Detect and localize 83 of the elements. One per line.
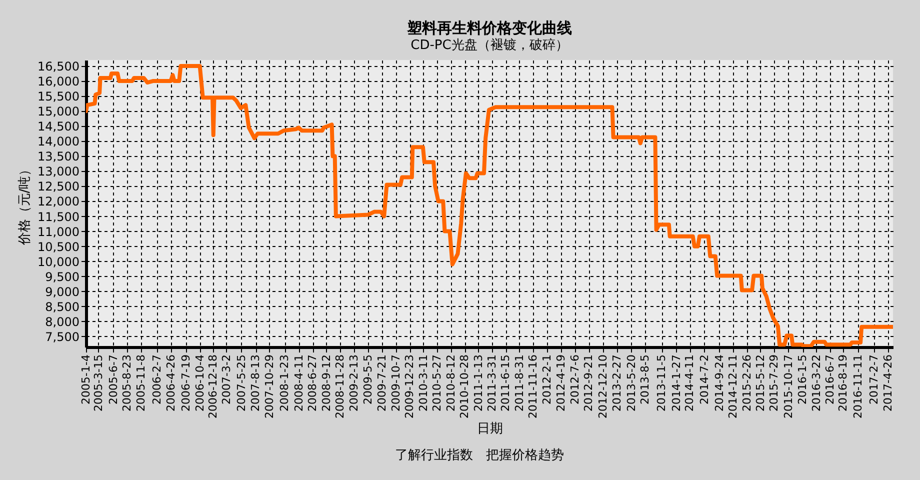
x-tick-label: 2005-8-23 xyxy=(120,354,134,412)
y-tick-label: 8,500 xyxy=(45,300,80,314)
x-tick-label: 2010-5-27 xyxy=(430,354,444,412)
x-tick-label: 2010-3-11 xyxy=(417,354,430,412)
x-tick-label: 2016-8-19 xyxy=(836,354,850,412)
x-tick-label: 2016-6-7 xyxy=(824,354,837,404)
x-tick-label: 2008-9-12 xyxy=(320,354,333,412)
x-tick-label: 2005-1-4 xyxy=(80,354,92,404)
x-tick-label: 2006-10-4 xyxy=(193,354,206,412)
x-tick-label: 2009-7-21 xyxy=(375,354,388,412)
y-tick-label: 12,500 xyxy=(38,180,80,194)
x-tick-label: 2006-7-19 xyxy=(180,354,193,412)
x-tick-label: 2011-8-31 xyxy=(512,354,526,412)
y-tick-label: 12,000 xyxy=(38,194,80,209)
x-tick-label: 2010-8-12 xyxy=(444,354,458,412)
chart-subtitle: CD-PC光盘（褪镀，破碎） xyxy=(410,38,568,53)
x-tick-label: 2014-12-11 xyxy=(726,354,740,418)
x-tick-label: 2009-12-23 xyxy=(403,354,416,418)
x-tick-label: 2007-8-13 xyxy=(249,354,262,412)
y-tick-label: 15,500 xyxy=(38,90,80,104)
x-tick-label: 2011-1-13 xyxy=(472,354,485,412)
x-tick-label: 2005-3-15 xyxy=(92,354,105,412)
x-tick-label: 2011-6-15 xyxy=(499,354,512,412)
x-tick-label: 2011-11-16 xyxy=(526,354,540,418)
y-tick-label: 15,000 xyxy=(38,104,80,119)
x-tick-label: 2012-2-1 xyxy=(540,354,554,404)
x-tick-label: 2009-10-7 xyxy=(389,354,402,412)
y-tick-label: 14,500 xyxy=(38,120,80,134)
y-tick-label: 9,500 xyxy=(45,270,80,284)
y-tick-label: 13,500 xyxy=(38,150,80,164)
x-tick-label: 2012-12-10 xyxy=(596,354,610,418)
y-tick-label: 9,000 xyxy=(45,284,80,299)
x-tick-label: 2016-11-11 xyxy=(852,354,865,418)
x-tick-label: 2009-5-5 xyxy=(362,354,375,404)
x-tick-label: 2016-3-22 xyxy=(810,354,823,412)
x-tick-label: 2015-2-26 xyxy=(740,354,754,412)
x-tick-label: 2014-1-27 xyxy=(670,354,683,412)
y-tick-label: 7,500 xyxy=(45,330,80,344)
x-tick-label: 2006-2-7 xyxy=(150,354,164,404)
x-tick-label: 2008-4-11 xyxy=(292,354,306,412)
x-tick-label: 2008-1-23 xyxy=(278,354,292,412)
y-tick-label: 13,000 xyxy=(38,164,80,179)
x-tick-label: 2015-5-12 xyxy=(754,354,767,412)
x-tick-label: 2007-5-25 xyxy=(234,354,248,412)
x-tick-label: 2005-11-8 xyxy=(134,354,148,412)
y-tick-label: 10,500 xyxy=(38,240,80,254)
x-tick-label: 2015-10-17 xyxy=(782,354,795,418)
x-tick-label: 2012-4-19 xyxy=(554,354,568,412)
x-tick-label: 2017-4-26 xyxy=(881,354,894,412)
y-axis-title: 价格（元/吨） xyxy=(18,162,33,246)
y-tick-label: 16,000 xyxy=(38,74,80,89)
x-axis-title: 日期 xyxy=(477,421,503,436)
x-tick-label: 2005-6-7 xyxy=(106,354,120,404)
x-tick-label: 2016-1-5 xyxy=(796,354,810,404)
y-tick-label: 10,000 xyxy=(38,254,80,269)
x-tick-label: 2006-4-26 xyxy=(164,354,178,412)
x-tick-label: 2006-12-18 xyxy=(206,354,220,418)
x-tick-label: 2015-7-29 xyxy=(768,354,781,412)
x-tick-label: 2013-8-5 xyxy=(638,354,652,404)
x-tick-label: 2007-3-2 xyxy=(220,354,233,404)
y-tick-label: 16,500 xyxy=(38,60,80,74)
x-tick-label: 2008-6-27 xyxy=(306,354,320,412)
x-tick-label: 2008-11-28 xyxy=(334,354,347,418)
y-tick-label: 11,000 xyxy=(38,224,80,239)
line-series xyxy=(86,64,893,347)
chart-title: 塑料再生料价格变化曲线 xyxy=(406,19,572,37)
y-tick-label: 11,500 xyxy=(38,210,80,224)
x-tick-label: 2012-7-6 xyxy=(568,354,582,404)
x-tick-label: 2009-2-13 xyxy=(347,354,360,412)
x-tick-label: 2013-11-5 xyxy=(655,354,668,412)
x-tick-label: 2017-2-7 xyxy=(867,354,880,404)
x-tick-label: 2014-9-24 xyxy=(712,354,726,412)
x-tick-label: 2012-9-21 xyxy=(582,354,595,412)
x-tick-label: 2014-4-11 xyxy=(683,354,696,412)
x-tick-label: 2013-2-27 xyxy=(610,354,624,412)
text: 了解行业指数 把握价格趋势 xyxy=(395,448,564,463)
y-tick-label: 8,000 xyxy=(45,314,80,329)
x-tick-label: 2010-10-28 xyxy=(458,354,472,418)
x-tick-label: 2014-7-2 xyxy=(698,354,711,404)
x-tick-label: 2011-3-31 xyxy=(486,354,499,412)
x-tick-label: 2007-10-29 xyxy=(262,354,276,418)
y-tick-label: 14,000 xyxy=(38,134,80,149)
x-tick-label: 2013-5-20 xyxy=(624,354,638,412)
